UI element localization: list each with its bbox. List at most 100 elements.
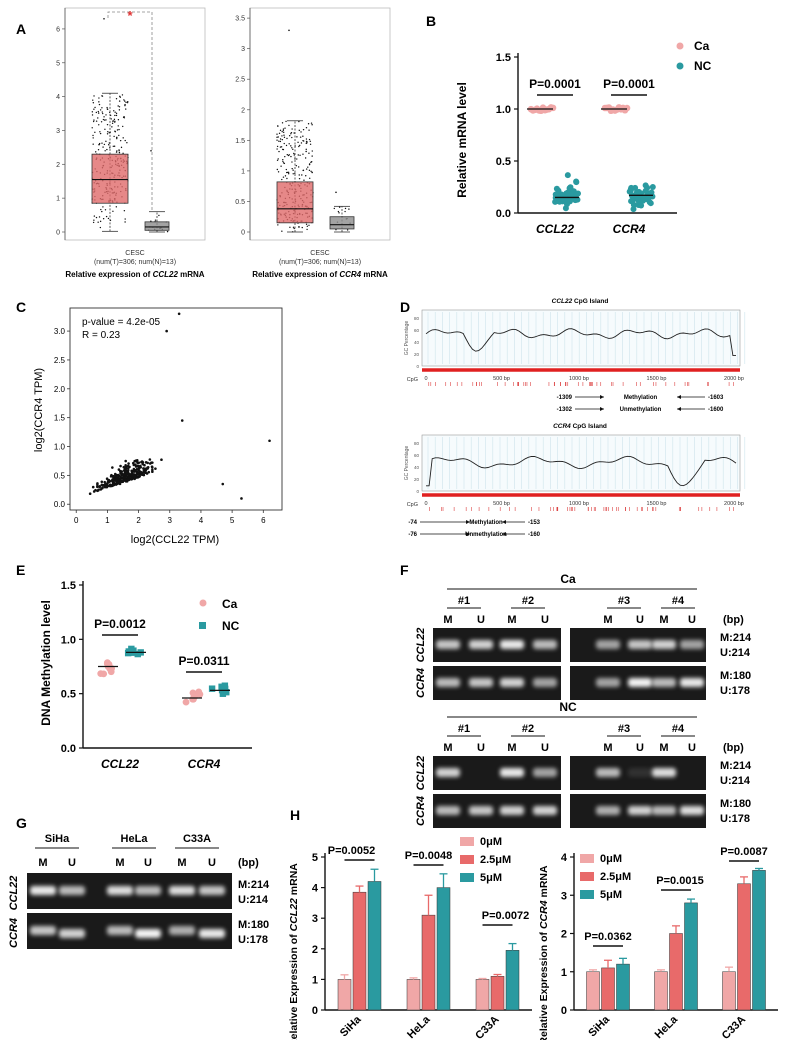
- significance-bracket: [107, 11, 153, 210]
- point-ca: [182, 698, 190, 706]
- lane-label: M: [659, 614, 668, 626]
- jitter-point: [102, 118, 105, 121]
- lane-label: M: [38, 857, 47, 869]
- jitter-point: [104, 209, 107, 211]
- jitter-point: [281, 130, 283, 133]
- jitter-point: [119, 95, 121, 98]
- cpg-label: CpG: [407, 502, 418, 508]
- gel-band: [30, 926, 56, 935]
- jitter-point: [293, 227, 295, 230]
- jitter-point: [124, 103, 126, 106]
- jitter-point: [298, 120, 300, 123]
- band-size-u: U:214: [720, 775, 751, 787]
- jitter-point: [308, 224, 310, 227]
- jitter-point: [124, 218, 126, 220]
- y-axis-label: Relative mRNA level: [455, 82, 469, 198]
- jitter-point: [276, 148, 278, 150]
- scatter-point: [143, 471, 147, 474]
- outlier-point: [150, 149, 152, 152]
- jitter-point: [291, 136, 293, 139]
- band-size-u: U:178: [238, 934, 268, 946]
- jitter-point: [292, 226, 295, 229]
- jitter-point: [298, 144, 301, 147]
- panel-letter-h: H: [290, 807, 300, 823]
- scatter-point: [96, 489, 99, 493]
- scatter-point: [118, 482, 122, 486]
- jitter-point: [306, 225, 309, 227]
- jitter-point: [305, 175, 307, 177]
- x-label: CESC: [125, 250, 144, 257]
- x-tick-label: 1: [105, 516, 110, 525]
- bar: [684, 902, 698, 1011]
- point-nc: [567, 184, 574, 191]
- lane-label: U: [636, 742, 644, 754]
- y-tick-label: 2: [241, 107, 245, 114]
- scatter-point: [132, 467, 136, 471]
- y-axis-label: DNA Methylation level: [39, 600, 53, 726]
- jitter-point: [97, 112, 100, 114]
- jitter-point: [100, 121, 103, 123]
- jitter-point: [309, 143, 312, 145]
- scatter-point: [121, 479, 125, 482]
- jitter-point: [276, 145, 279, 148]
- gc-y-tick-label: 80: [414, 316, 420, 321]
- jitter-point: [124, 221, 126, 223]
- jitter-point: [103, 116, 105, 118]
- jitter-point: [299, 154, 301, 156]
- jitter-point: [279, 129, 282, 132]
- gel-band: [436, 768, 460, 777]
- gc-y-tick-label: 60: [414, 328, 420, 333]
- jitter-point: [123, 210, 126, 212]
- jitter-point: [107, 217, 110, 220]
- gel-band: [596, 640, 620, 649]
- jitter-point: [105, 140, 107, 143]
- cell-line-label: C33A: [183, 833, 211, 845]
- legend-label: 0μM: [600, 853, 622, 865]
- legend-label: 0μM: [480, 836, 502, 848]
- jitter-point: [101, 111, 103, 113]
- jitter-point: [122, 152, 124, 155]
- jitter-point: [284, 175, 287, 177]
- x-sublabel: (num(T)=306; num(N)=13): [279, 259, 361, 266]
- gel-band: [135, 886, 161, 895]
- bp-label: (bp): [238, 857, 259, 869]
- point-nc: [208, 685, 216, 692]
- primer-left-coord: -74: [408, 520, 417, 526]
- bp-tick-label: 2000 bp: [724, 376, 744, 382]
- jitter-point: [302, 128, 305, 131]
- scatter-point: [148, 458, 152, 461]
- lane-label: U: [477, 614, 485, 626]
- legend-marker: [460, 855, 474, 864]
- jitter-point: [309, 177, 311, 179]
- point-nc: [649, 184, 656, 191]
- outlier-point: [288, 29, 290, 32]
- point-nc: [564, 172, 571, 179]
- jitter-point: [344, 210, 346, 213]
- lane-label: M: [603, 742, 612, 754]
- x-tick-label: 0: [74, 516, 79, 525]
- jitter-point: [297, 166, 300, 168]
- cpg-title: CCL22 CpG Island: [552, 298, 609, 305]
- jitter-point: [346, 229, 349, 231]
- gel-band: [199, 886, 225, 895]
- jitter-point: [104, 150, 106, 152]
- p-value-label: P=0.0311: [178, 654, 229, 668]
- gc-y-tick-label: 20: [414, 477, 420, 482]
- scatter-point: [126, 469, 130, 472]
- scatter-point: [127, 462, 130, 465]
- legend-ca-marker: [676, 42, 684, 50]
- jitter-point: [281, 230, 283, 232]
- bp-tick-label: 1500 bp: [647, 376, 667, 382]
- x-category-label: CCR4: [188, 757, 221, 771]
- jitter-point: [119, 139, 122, 142]
- gc-y-tick-label: 40: [414, 465, 420, 470]
- scatter-point: [147, 470, 151, 474]
- gc-curve: [425, 328, 736, 357]
- p-value-label: P=0.0001: [529, 77, 581, 91]
- jitter-point: [333, 207, 335, 210]
- jitter-point: [292, 148, 294, 151]
- y-tick-label: 2: [312, 944, 318, 956]
- jitter-point: [299, 136, 302, 138]
- x-label: CESC: [310, 250, 329, 257]
- jitter-point: [348, 208, 350, 210]
